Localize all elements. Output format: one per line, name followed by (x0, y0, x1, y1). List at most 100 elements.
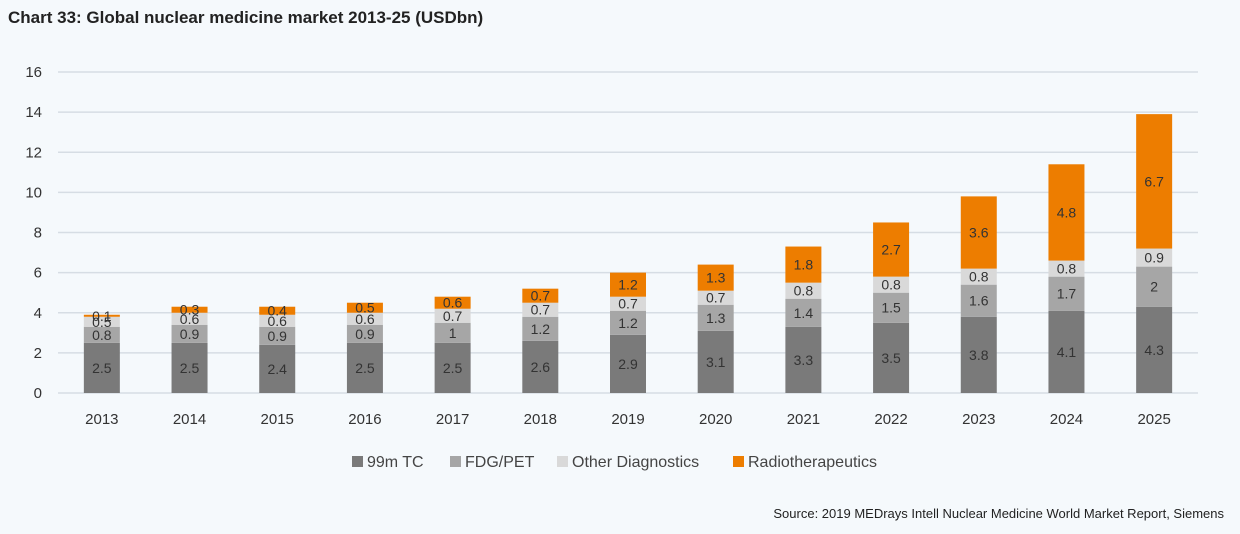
y-tick-label: 8 (34, 225, 42, 242)
bar-segment (873, 222, 910, 277)
data-label: 0.8 (969, 269, 989, 285)
data-label: 0.5 (355, 300, 375, 316)
bar-segment (1048, 260, 1085, 277)
data-label: 0.1 (92, 308, 112, 324)
data-label: 0.6 (180, 311, 200, 327)
bar-segment (785, 246, 822, 283)
data-label: 2.5 (443, 360, 463, 376)
chart-source: Source: 2019 MEDrays Intell Nuclear Medi… (773, 506, 1224, 521)
data-label: 0.4 (267, 303, 287, 319)
y-tick-label: 6 (34, 265, 42, 282)
legend-label: 99m TC (367, 454, 424, 471)
bar-segment (259, 344, 296, 393)
x-tick-label: 2014 (173, 411, 206, 428)
data-label: 0.9 (180, 326, 200, 342)
legend-swatch (450, 456, 461, 467)
data-label: 4.1 (1057, 344, 1077, 360)
data-label: 1.3 (706, 270, 726, 286)
x-tick-label: 2024 (1050, 411, 1083, 428)
bar-segment (1136, 306, 1173, 393)
bar-segment (610, 334, 646, 393)
bar-segment (873, 276, 910, 293)
bar-segment (522, 302, 559, 317)
bar-segment (610, 310, 646, 335)
bar-segment (522, 340, 559, 393)
bar-segment (259, 314, 296, 327)
data-label: 0.8 (1057, 261, 1077, 277)
bar-segment (785, 282, 822, 299)
data-label: 2.5 (92, 360, 112, 376)
bar-segment (697, 264, 734, 291)
x-tick-label: 2015 (261, 411, 294, 428)
data-label: 1.6 (969, 293, 989, 309)
y-tick-label: 12 (25, 144, 42, 161)
data-label: 3.6 (969, 225, 989, 241)
data-label: 2.9 (618, 356, 638, 372)
data-label: 6.7 (1144, 173, 1164, 189)
data-label: 0.3 (180, 302, 200, 318)
bar-segment (697, 330, 734, 393)
bar-segment (522, 316, 559, 341)
data-label: 2.4 (267, 361, 287, 377)
bar-segment (610, 296, 646, 311)
bar-segment (785, 298, 822, 327)
data-label: 2.5 (355, 360, 375, 376)
x-axis: 2013 2014 2015 2016 2017 2018 2019 2020 2021 2022… (85, 411, 1171, 428)
data-label: 0.9 (267, 328, 287, 344)
legend-label: Other Diagnostics (572, 454, 699, 471)
bar-segment (83, 316, 120, 327)
bar-segment (346, 342, 383, 393)
data-label: 0.8 (881, 277, 901, 293)
x-tick-label: 2025 (1137, 411, 1170, 428)
data-label: 2.7 (881, 242, 901, 258)
y-tick-label: 2 (34, 345, 42, 362)
data-label: 1.8 (794, 257, 814, 273)
x-tick-label: 2022 (874, 411, 907, 428)
bar-segment (697, 290, 734, 305)
bar-segment (434, 322, 471, 343)
bar-segment (610, 272, 646, 297)
data-label: 3.5 (881, 350, 901, 366)
bar-segment (171, 312, 208, 325)
y-tick-label: 4 (34, 305, 42, 322)
bar-segment (83, 314, 120, 317)
data-label: 2.6 (531, 359, 551, 375)
x-tick-label: 2013 (85, 411, 118, 428)
y-tick-label: 16 (25, 64, 42, 81)
x-tick-label: 2017 (436, 411, 469, 428)
data-label: 0.6 (267, 313, 287, 329)
data-label: 2 (1150, 279, 1158, 295)
bar-segment (171, 306, 208, 313)
y-tick-label: 0 (34, 385, 42, 402)
bar-segment (1136, 266, 1173, 307)
data-label: 1.4 (794, 305, 814, 321)
bar-segment (83, 326, 120, 343)
data-label: 0.7 (706, 290, 726, 306)
bar-segment (873, 292, 910, 323)
bar-segment (785, 326, 822, 393)
bar-segment (522, 288, 559, 303)
data-label: 1.3 (706, 310, 726, 326)
bar-segment (346, 324, 383, 343)
bar-segment (1136, 114, 1173, 249)
bar-segment (346, 312, 383, 325)
data-label: 3.3 (794, 352, 814, 368)
data-label: 3.8 (969, 347, 989, 363)
data-label: 1.2 (531, 321, 551, 337)
bar-segment (434, 296, 471, 309)
data-label: 3.1 (706, 354, 726, 370)
legend: 99m TC FDG/PET Other Diagnostics Radiothera… (352, 454, 877, 471)
data-label: 1.7 (1057, 286, 1077, 302)
y-axis: 0 2 4 6 8 10 12 14 16 (25, 64, 42, 402)
data-label: 0.7 (531, 302, 551, 318)
x-tick-label: 2023 (962, 411, 995, 428)
bar-segment (960, 316, 997, 393)
data-label: 1.5 (881, 300, 901, 316)
data-label: 0.7 (443, 308, 463, 324)
bars: 2.50.80.50.12.50.90.60.32.40.90.60.42.50… (83, 114, 1173, 393)
x-tick-label: 2020 (699, 411, 732, 428)
y-tick-label: 14 (25, 104, 42, 121)
bar-segment (434, 308, 471, 323)
data-label: 0.7 (618, 296, 638, 312)
bar-segment (171, 342, 208, 393)
